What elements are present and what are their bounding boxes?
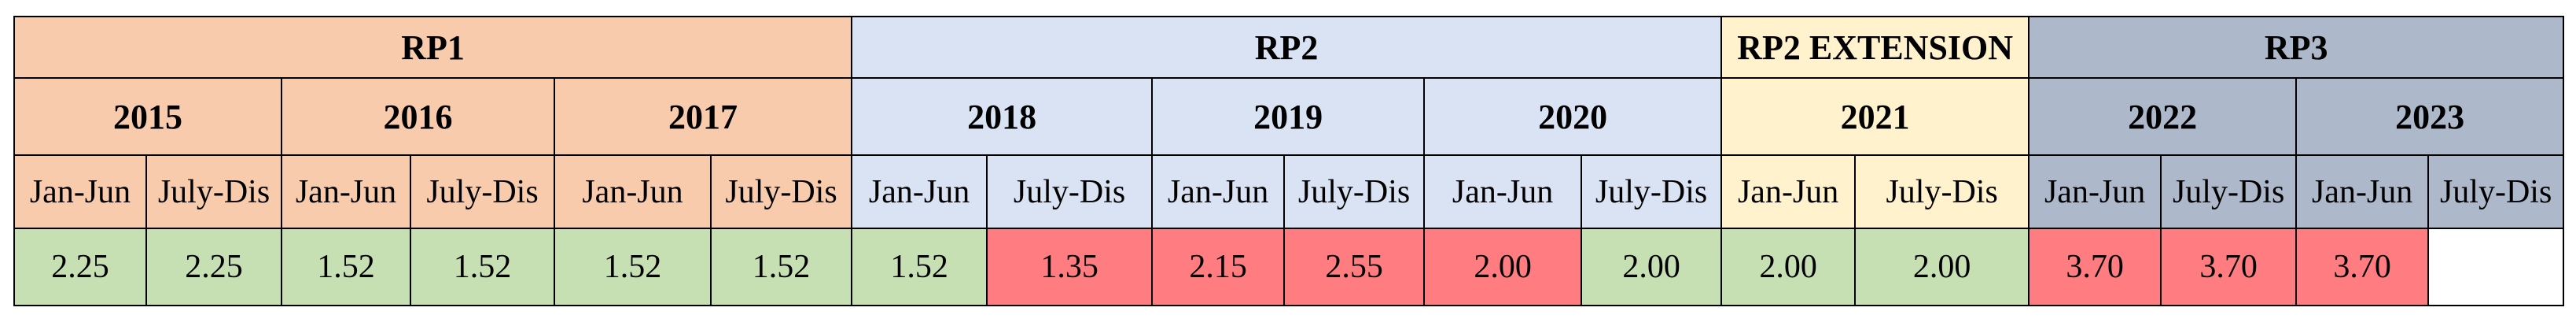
group-header: RP3 xyxy=(2028,16,2565,79)
half-header: Jan-Jun xyxy=(1720,154,1857,229)
value-cell: 2.00 xyxy=(1423,228,1583,306)
half-header: July-Dis xyxy=(410,154,555,229)
period-group-row: RP1 RP2 RP2 EXTENSION RP3 xyxy=(13,16,2565,79)
half-header: July-Dis xyxy=(986,154,1154,229)
half-header: Jan-Jun xyxy=(13,154,147,229)
value-cell: 1.35 xyxy=(986,228,1154,306)
half-header: July-Dis xyxy=(1283,154,1426,229)
year-header: 2018 xyxy=(851,77,1154,156)
half-header: July-Dis xyxy=(709,154,853,229)
half-header: Jan-Jun xyxy=(2295,154,2430,229)
value-row: 2.25 2.25 1.52 1.52 1.52 1.52 1.52 1.35 2.15 2.55… xyxy=(13,228,2565,306)
year-header: 2017 xyxy=(553,77,853,156)
half-header: Jan-Jun xyxy=(554,154,712,229)
value-cell: 3.70 xyxy=(2295,228,2430,306)
year-header: 2023 xyxy=(2295,77,2565,156)
half-header: Jan-Jun xyxy=(1423,154,1583,229)
year-header: 2015 xyxy=(13,77,282,156)
half-header: July-Dis xyxy=(2427,154,2565,229)
value-cell: 2.25 xyxy=(13,228,147,306)
value-cell: 2.00 xyxy=(1854,228,2030,306)
value-cell: 1.52 xyxy=(709,228,853,306)
value-cell: 2.00 xyxy=(1581,228,1723,306)
value-cell: 3.70 xyxy=(2160,228,2298,306)
half-header: Jan-Jun xyxy=(851,154,988,229)
year-header: 2016 xyxy=(281,77,555,156)
year-header: 2021 xyxy=(1720,77,2030,156)
value-cell: 2.55 xyxy=(1283,228,1426,306)
half-header: July-Dis xyxy=(1854,154,2030,229)
year-header: 2020 xyxy=(1423,77,1723,156)
year-header: 2019 xyxy=(1151,77,1426,156)
group-header: RP1 xyxy=(13,16,853,79)
half-header: Jan-Jun xyxy=(1151,154,1286,229)
value-cell xyxy=(2427,228,2565,306)
value-cell: 1.52 xyxy=(281,228,411,306)
value-cell: 2.15 xyxy=(1151,228,1286,306)
year-row: 2015 2016 2017 2018 2019 2020 2021 2022 2023 xyxy=(13,77,2565,156)
year-header: 2022 xyxy=(2028,77,2298,156)
group-header: RP2 EXTENSION xyxy=(1720,16,2030,79)
half-header: Jan-Jun xyxy=(2028,154,2162,229)
half-row: Jan-Jun July-Dis Jan-Jun July-Dis Jan-Jun Jul… xyxy=(13,154,2565,229)
rate-table: RP1 RP2 RP2 EXTENSION RP3 2015 2016 2017 2018 20… xyxy=(13,16,2565,306)
table-wrap: RP1 RP2 RP2 EXTENSION RP3 2015 2016 2017 2018 20… xyxy=(13,16,2565,306)
value-cell: 1.52 xyxy=(851,228,988,306)
value-cell: 2.00 xyxy=(1720,228,1857,306)
half-header: July-Dis xyxy=(1581,154,1723,229)
half-header: July-Dis xyxy=(2160,154,2298,229)
value-cell: 2.25 xyxy=(145,228,282,306)
half-header: Jan-Jun xyxy=(281,154,411,229)
group-header: RP2 xyxy=(851,16,1723,79)
value-cell: 3.70 xyxy=(2028,228,2162,306)
half-header: July-Dis xyxy=(145,154,282,229)
value-cell: 1.52 xyxy=(554,228,712,306)
value-cell: 1.52 xyxy=(410,228,555,306)
